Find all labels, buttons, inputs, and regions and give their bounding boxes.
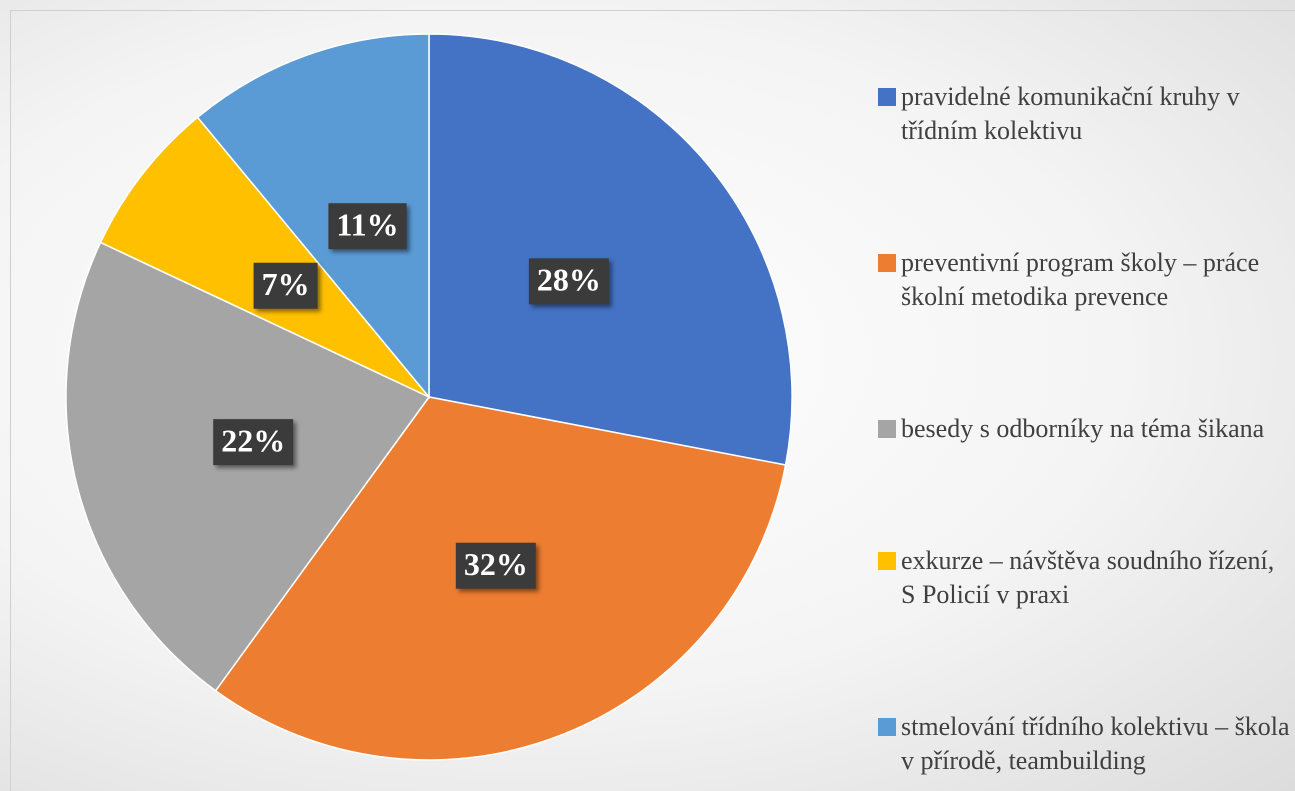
- data-label-box: [328, 203, 407, 250]
- data-label-text: 11%: [336, 207, 398, 243]
- legend-swatch: [878, 718, 896, 736]
- legend-entry: exkurze – návštěva soudního řízení, S Po…: [878, 544, 1292, 612]
- legend-label: exkurze – návštěva soudního řízení, S Po…: [901, 546, 1275, 609]
- data-label-box: [455, 542, 536, 589]
- data-label-text: 28%: [537, 262, 601, 298]
- legend-entry: preventivní program školy – práce školní…: [878, 246, 1292, 314]
- data-label-text: 22%: [221, 422, 285, 458]
- legend-label: preventivní program školy – práce školní…: [901, 248, 1260, 311]
- legend-label: pravidelné komunikační kruhy v třídním k…: [901, 82, 1240, 145]
- pie-slice: [99, 116, 430, 398]
- legend-swatch: [878, 552, 896, 570]
- data-label-text: 7%: [262, 266, 310, 302]
- data-label-text: 32%: [464, 546, 528, 582]
- legend-entry: pravidelné komunikační kruhy v třídním k…: [878, 80, 1292, 148]
- pie-slice: [428, 33, 793, 466]
- data-label-box: [213, 419, 294, 466]
- data-label: 28%: [528, 258, 609, 305]
- legend-swatch: [878, 420, 896, 438]
- data-label-box: [253, 262, 318, 309]
- legend-swatch: [878, 88, 896, 106]
- data-label-box: [528, 258, 609, 305]
- pie-slice: [196, 33, 430, 400]
- legend-swatch: [878, 254, 896, 272]
- legend: pravidelné komunikační kruhy v třídním k…: [878, 80, 1292, 778]
- data-label: 7%: [253, 262, 318, 309]
- legend-entry: besedy s odborníky na téma šikana: [878, 412, 1292, 446]
- data-label: 22%: [213, 419, 294, 466]
- data-label: 11%: [328, 203, 407, 250]
- frame: [10, 10, 1295, 791]
- data-label: 32%: [455, 542, 536, 589]
- legend-entry: stmelování třídního kolektivu – škola v …: [878, 710, 1292, 778]
- legend-label: besedy s odborníky na téma šikana: [901, 414, 1265, 443]
- legend-label: stmelování třídního kolektivu – škola v …: [901, 712, 1290, 775]
